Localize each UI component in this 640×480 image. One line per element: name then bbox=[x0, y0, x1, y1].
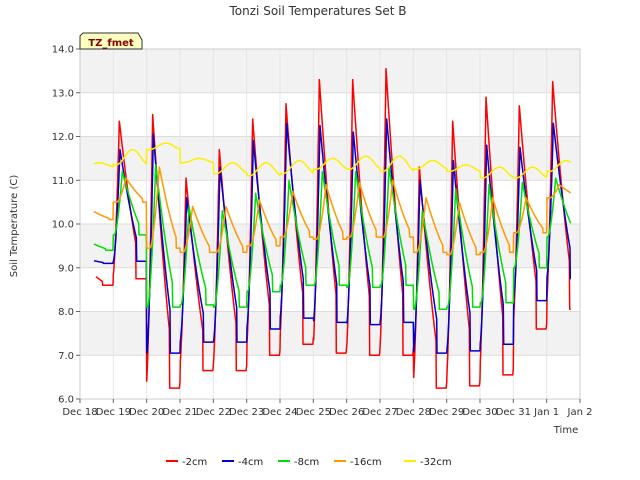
y-tick-label: 14.0 bbox=[52, 45, 74, 56]
x-tick-label: Dec 22 bbox=[196, 407, 231, 418]
y-tick-label: 8.0 bbox=[58, 307, 74, 318]
series-line-16cmcm-depth bbox=[93, 166, 572, 256]
legend-label: -32cm bbox=[420, 457, 452, 468]
y-axis: 6.0 7.0 8.0 9.0 10.0 11.0 12.0 13.0 14.0 bbox=[52, 45, 80, 406]
legend-label: -2cm bbox=[182, 457, 207, 468]
x-tick-label: Dec 28 bbox=[396, 407, 431, 418]
x-tick-label: Jan 1 bbox=[533, 407, 559, 418]
y-tick-label: 7.0 bbox=[58, 351, 74, 362]
x-tick-label: Dec 31 bbox=[496, 407, 531, 418]
legend-label: -4cm bbox=[238, 457, 263, 468]
chart-title: Tonzi Soil Temperatures Set B bbox=[229, 4, 407, 18]
series-layer bbox=[93, 67, 572, 389]
station-annotation: TZ_fmet bbox=[79, 32, 143, 50]
x-tick-label: Dec 21 bbox=[162, 407, 197, 418]
y-tick-label: 11.0 bbox=[52, 176, 74, 187]
plot-bands bbox=[80, 49, 580, 356]
legend-label: -16cm bbox=[350, 457, 382, 468]
x-tick-label: Dec 27 bbox=[362, 407, 397, 418]
x-tick-label: Dec 29 bbox=[429, 407, 464, 418]
x-tick-label: Jan 2 bbox=[567, 407, 593, 418]
x-tick-label: Dec 19 bbox=[96, 407, 131, 418]
plot-band bbox=[80, 49, 580, 93]
x-tick-label: Dec 26 bbox=[329, 407, 364, 418]
y-tick-label: 9.0 bbox=[58, 263, 74, 274]
x-tick-label: Dec 24 bbox=[262, 407, 297, 418]
y-tick-label: 13.0 bbox=[52, 88, 74, 99]
x-tick-label: Dec 23 bbox=[229, 407, 264, 418]
x-tick-label: Dec 18 bbox=[62, 407, 97, 418]
y-axis-title: Soil Temperature (C) bbox=[9, 175, 20, 278]
x-tick-label: Dec 20 bbox=[129, 407, 164, 418]
annotation-label: TZ_fmet bbox=[88, 38, 134, 49]
x-axis-title: Time bbox=[553, 425, 578, 436]
legend-label: -8cm bbox=[294, 457, 319, 468]
y-tick-label: 6.0 bbox=[58, 395, 74, 406]
x-tick-label: Dec 25 bbox=[296, 407, 331, 418]
series-line-8cmcm-depth bbox=[93, 164, 572, 311]
annotation-box bbox=[79, 32, 143, 50]
series-line-32cmcm-depth bbox=[93, 142, 572, 179]
plot-band bbox=[80, 311, 580, 356]
series-line-2cmcm-depth bbox=[95, 67, 572, 389]
y-tick-label: 12.0 bbox=[52, 132, 74, 143]
x-tick-label: Dec 30 bbox=[462, 407, 497, 418]
y-tick-label: 10.0 bbox=[52, 220, 74, 231]
legend: -2cm -4cm -8cm -16cm -32cm bbox=[166, 457, 452, 468]
